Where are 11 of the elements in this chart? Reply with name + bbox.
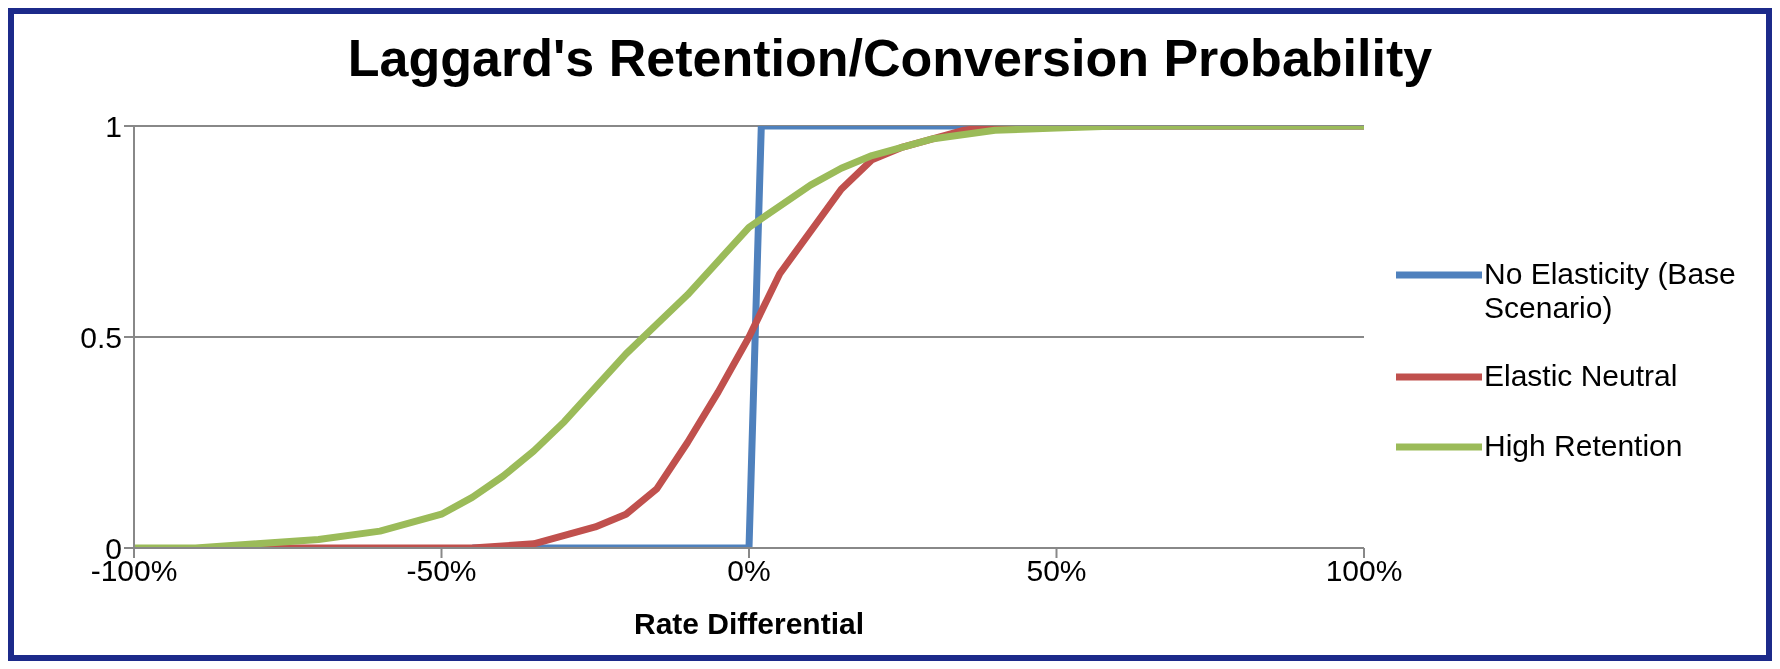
legend-label: No Elasticity (Base Scenario) [1484,257,1737,325]
x-tick-label: 100% [1325,554,1403,588]
legend-label: High Retention [1484,429,1683,463]
x-tick-label: 0% [727,554,771,588]
x-tick-label: 50% [1026,554,1087,588]
y-tick-label: 1 [105,109,122,143]
chart-title: Laggard's Retention/Conversion Probability [346,28,1434,89]
x-axis-title: Rate Differential [633,607,865,640]
x-tick-label: -50% [406,554,477,588]
y-tick-label: 0.5 [80,320,122,354]
legend-label: Elastic Neutral [1484,359,1678,393]
